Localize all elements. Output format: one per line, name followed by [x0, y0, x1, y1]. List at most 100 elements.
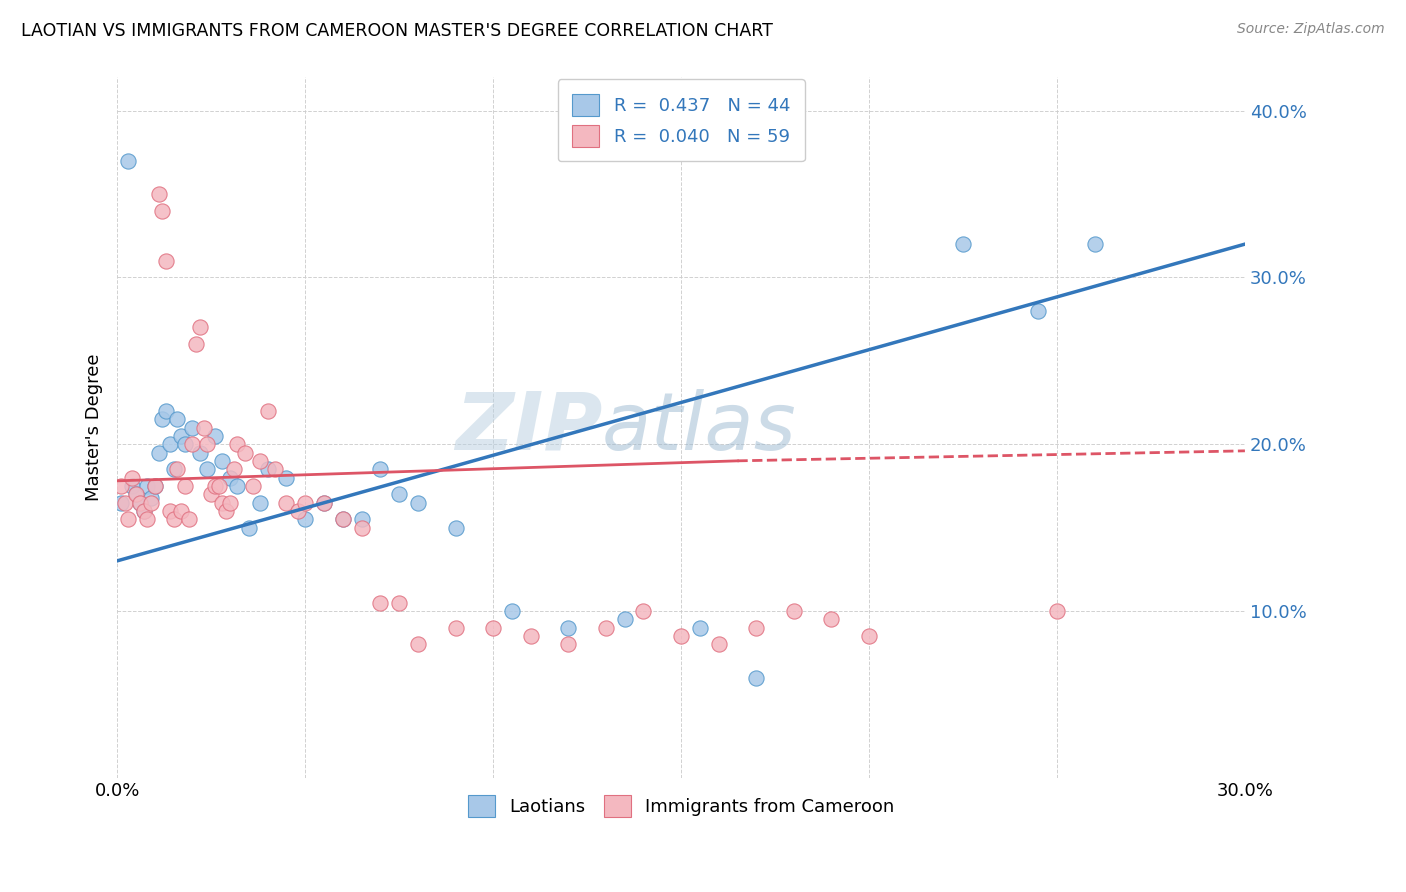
Point	[110, 479, 132, 493]
Point	[173, 479, 195, 493]
Point	[952, 237, 974, 252]
Point	[249, 495, 271, 509]
Point	[200, 487, 222, 501]
Point	[557, 637, 579, 651]
Point	[388, 595, 411, 609]
Point	[595, 621, 617, 635]
Point	[136, 512, 159, 526]
Point	[114, 495, 136, 509]
Point	[128, 495, 150, 509]
Point	[689, 621, 711, 635]
Point	[132, 504, 155, 518]
Point	[219, 470, 242, 484]
Point	[204, 479, 226, 493]
Point	[1083, 237, 1105, 252]
Point	[368, 595, 391, 609]
Point	[181, 437, 204, 451]
Point	[633, 604, 655, 618]
Point	[332, 512, 354, 526]
Point	[143, 479, 166, 493]
Point	[215, 504, 238, 518]
Point	[745, 621, 768, 635]
Point	[312, 495, 335, 509]
Text: LAOTIAN VS IMMIGRANTS FROM CAMEROON MASTER'S DEGREE CORRELATION CHART: LAOTIAN VS IMMIGRANTS FROM CAMEROON MAST…	[21, 22, 773, 40]
Point	[143, 479, 166, 493]
Point	[148, 187, 170, 202]
Point	[125, 487, 148, 501]
Point	[233, 445, 256, 459]
Point	[208, 479, 231, 493]
Point	[139, 491, 162, 505]
Point	[350, 520, 373, 534]
Point	[249, 454, 271, 468]
Point	[136, 479, 159, 493]
Point	[1046, 604, 1069, 618]
Point	[783, 604, 806, 618]
Y-axis label: Master's Degree: Master's Degree	[86, 354, 103, 501]
Point	[238, 520, 260, 534]
Point	[193, 420, 215, 434]
Point	[162, 512, 184, 526]
Point	[557, 621, 579, 635]
Point	[294, 512, 316, 526]
Point	[197, 437, 219, 451]
Point	[1026, 303, 1049, 318]
Point	[820, 612, 842, 626]
Point	[211, 454, 233, 468]
Point	[184, 337, 207, 351]
Point	[204, 429, 226, 443]
Point	[155, 253, 177, 268]
Point	[188, 320, 211, 334]
Point	[388, 487, 411, 501]
Text: ZIP: ZIP	[454, 389, 602, 467]
Point	[482, 621, 505, 635]
Point	[406, 495, 429, 509]
Point	[669, 629, 692, 643]
Point	[226, 479, 249, 493]
Point	[188, 445, 211, 459]
Point	[368, 462, 391, 476]
Point	[166, 412, 188, 426]
Point	[121, 470, 143, 484]
Point	[166, 462, 188, 476]
Point	[125, 487, 148, 501]
Point	[219, 495, 242, 509]
Text: atlas: atlas	[602, 389, 797, 467]
Point	[177, 512, 200, 526]
Point	[159, 504, 181, 518]
Point	[170, 429, 193, 443]
Point	[350, 512, 373, 526]
Point	[117, 512, 139, 526]
Point	[406, 637, 429, 651]
Point	[745, 671, 768, 685]
Point	[211, 495, 233, 509]
Point	[444, 621, 467, 635]
Text: Source: ZipAtlas.com: Source: ZipAtlas.com	[1237, 22, 1385, 37]
Point	[264, 462, 287, 476]
Point	[501, 604, 523, 618]
Point	[242, 479, 264, 493]
Point	[256, 404, 278, 418]
Point	[858, 629, 880, 643]
Point	[150, 412, 173, 426]
Point	[132, 504, 155, 518]
Point	[121, 479, 143, 493]
Point	[170, 504, 193, 518]
Point	[181, 420, 204, 434]
Point	[312, 495, 335, 509]
Point	[155, 404, 177, 418]
Point	[287, 504, 309, 518]
Point	[332, 512, 354, 526]
Point	[150, 203, 173, 218]
Point	[117, 153, 139, 168]
Point	[226, 437, 249, 451]
Point	[197, 462, 219, 476]
Point	[148, 445, 170, 459]
Legend: Laotians, Immigrants from Cameroon: Laotians, Immigrants from Cameroon	[461, 788, 901, 824]
Point	[139, 495, 162, 509]
Point	[222, 462, 245, 476]
Point	[128, 495, 150, 509]
Point	[707, 637, 730, 651]
Point	[276, 470, 298, 484]
Point	[294, 495, 316, 509]
